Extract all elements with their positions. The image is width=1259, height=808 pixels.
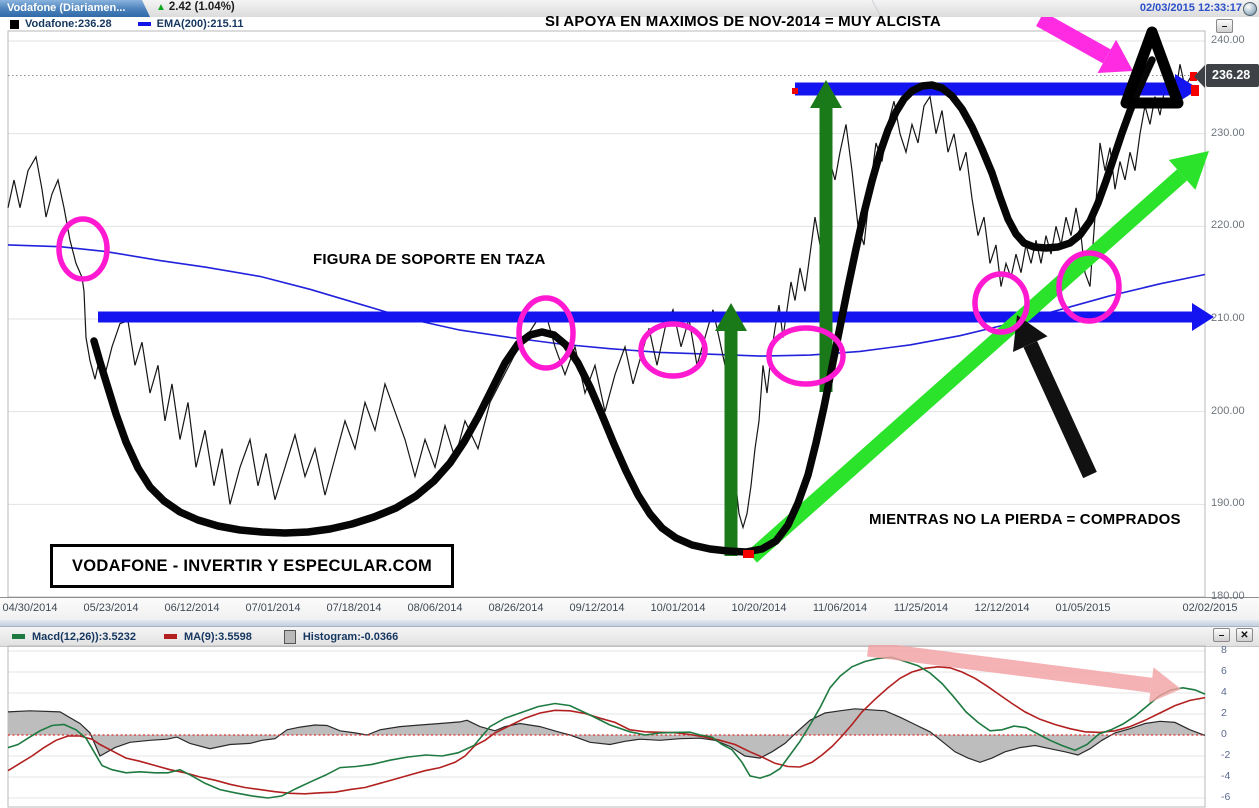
x-tick-label: 09/12/2014 (569, 602, 625, 614)
macd-y-tick-label: 6 (1221, 665, 1227, 677)
x-tick-label: 10/01/2014 (650, 602, 706, 614)
magenta-circle-5[interactable] (972, 271, 1030, 335)
macd-legend-bar: Macd(12,26)):3.5232 MA(9):3.5598 Histogr… (0, 626, 1259, 647)
x-tick-label: 02/02/2015 (1182, 602, 1238, 614)
minimize-button-main[interactable]: – (1216, 19, 1233, 33)
red-mark (1190, 72, 1197, 81)
chart-tab[interactable]: Vodafone (Diariamen... (0, 0, 150, 17)
last-price-badge: 236.28 (1206, 64, 1259, 87)
histogram-swatch-icon (283, 629, 296, 644)
macd-line (7, 656, 1206, 799)
x-tick-label: 11/06/2014 (812, 602, 868, 614)
price-change: ▲ 2.42 (1.04%) (156, 1, 235, 13)
panel-separator (0, 620, 1259, 626)
x-axis: 04/30/2014 05/23/2014 06/12/2014 07/01/2014… (0, 597, 1259, 621)
legend-ema[interactable]: EMA(200):215.11 (156, 18, 244, 30)
histogram-outline (7, 708, 1206, 763)
y-tick-label: 220.00 (1211, 219, 1245, 232)
y-tick-label: 190.00 (1211, 497, 1245, 510)
legend-macd[interactable]: Macd(12,26)):3.5232 (32, 630, 136, 643)
y-tick-label: 210.00 (1211, 312, 1245, 324)
vodafone-swatch-icon (10, 19, 19, 29)
clock-icon[interactable] (1243, 2, 1257, 16)
minimize-button-macd[interactable]: – (1213, 628, 1230, 642)
magenta-circle-2[interactable] (516, 295, 576, 371)
green-up-arrow-2-head[interactable] (810, 80, 842, 108)
salmon-arrow-shaft[interactable] (867, 645, 1153, 693)
green-up-arrow-1-head[interactable] (715, 303, 747, 331)
chart-tab-title: Vodafone (Diariamen... (7, 2, 126, 14)
macd-y-tick-label: -6 (1221, 791, 1231, 803)
legend-histogram[interactable]: Histogram:-0.0366 (302, 630, 399, 643)
y-tick-label: 180.00 (1211, 590, 1245, 602)
macd-y-tick-label: 0 (1221, 728, 1227, 740)
signal-swatch-icon (163, 634, 177, 639)
macd-y-tick-label: -4 (1221, 770, 1231, 782)
magenta-circle-1[interactable] (56, 216, 110, 282)
red-mark (792, 88, 798, 94)
price-line (7, 64, 1197, 530)
magenta-arrow-head[interactable] (1097, 39, 1133, 73)
macd-swatch-icon (12, 634, 25, 639)
price-badge-notch (1194, 65, 1205, 88)
x-tick-label: 06/12/2014 (164, 602, 220, 614)
macd-y-tick-label: 2 (1221, 707, 1227, 719)
close-button-macd[interactable]: ✕ (1236, 628, 1253, 642)
magenta-circle-4[interactable] (766, 325, 846, 387)
x-tick-label: 07/18/2014 (326, 602, 382, 614)
up-triangle-icon: ▲ (156, 2, 166, 13)
x-tick-label: 01/05/2015 (1055, 602, 1111, 614)
x-tick-label: 11/25/2014 (893, 602, 949, 614)
y-tick-label: 200.00 (1211, 404, 1245, 417)
x-tick-label: 05/23/2014 (83, 602, 139, 614)
y-tick-label: 230.00 (1211, 126, 1245, 139)
x-tick-label: 10/20/2014 (731, 602, 787, 614)
signal-line (7, 665, 1206, 795)
ema-swatch-icon (137, 22, 151, 26)
annotation-breakout[interactable]: SI APOYA EN MAXIMOS DE NOV-2014 = MUY AL… (545, 13, 941, 30)
datetime-display: 02/03/2015 12:33:17 (1139, 2, 1242, 14)
legend-signal[interactable]: MA(9):3.5598 (183, 630, 252, 643)
magenta-circle-3[interactable] (638, 321, 708, 379)
macd-y-tick-label: 8 (1221, 644, 1227, 656)
x-tick-label: 08/06/2014 (407, 602, 463, 614)
black-arrow-shaft[interactable] (1023, 340, 1097, 479)
bright-green-trend-arrow-shaft[interactable] (747, 169, 1188, 563)
cup-arrowhead-drawing[interactable] (1120, 26, 1184, 109)
red-mark (743, 550, 754, 558)
magenta-arrow-shaft[interactable] (1036, 17, 1111, 64)
price-change-text: 2.42 (1.04%) (168, 1, 235, 13)
support-arrow-lower-head[interactable] (1192, 303, 1214, 331)
legend-vodafone[interactable]: Vodafone:236.28 (25, 18, 112, 30)
salmon-arrow-head[interactable] (1148, 667, 1181, 704)
macd-y-tick-label: 4 (1221, 686, 1227, 698)
annotation-cup[interactable]: FIGURA DE SOPORTE EN TAZA (313, 251, 546, 268)
watermark-box[interactable]: VODAFONE - INVERTIR Y ESPECULAR.COM (50, 544, 454, 588)
magenta-circle-6[interactable] (1056, 250, 1122, 324)
x-tick-label: 07/01/2014 (245, 602, 301, 614)
x-tick-label: 12/12/2014 (974, 602, 1030, 614)
red-mark (1191, 85, 1199, 96)
bright-green-trend-arrow-head[interactable] (1168, 151, 1209, 190)
x-tick-label: 04/30/2014 (2, 602, 58, 614)
macd-indicator-chart[interactable] (0, 645, 1259, 808)
y-tick-label: 240.00 (1211, 34, 1245, 46)
macd-y-tick-label: -2 (1221, 749, 1231, 761)
annotation-hold[interactable]: MIENTRAS NO LA PIERDA = COMPRADOS (869, 511, 1181, 528)
x-tick-label: 08/26/2014 (488, 602, 544, 614)
main-chart-legend: Vodafone:236.28 EMA(200):215.11 (0, 17, 1259, 31)
